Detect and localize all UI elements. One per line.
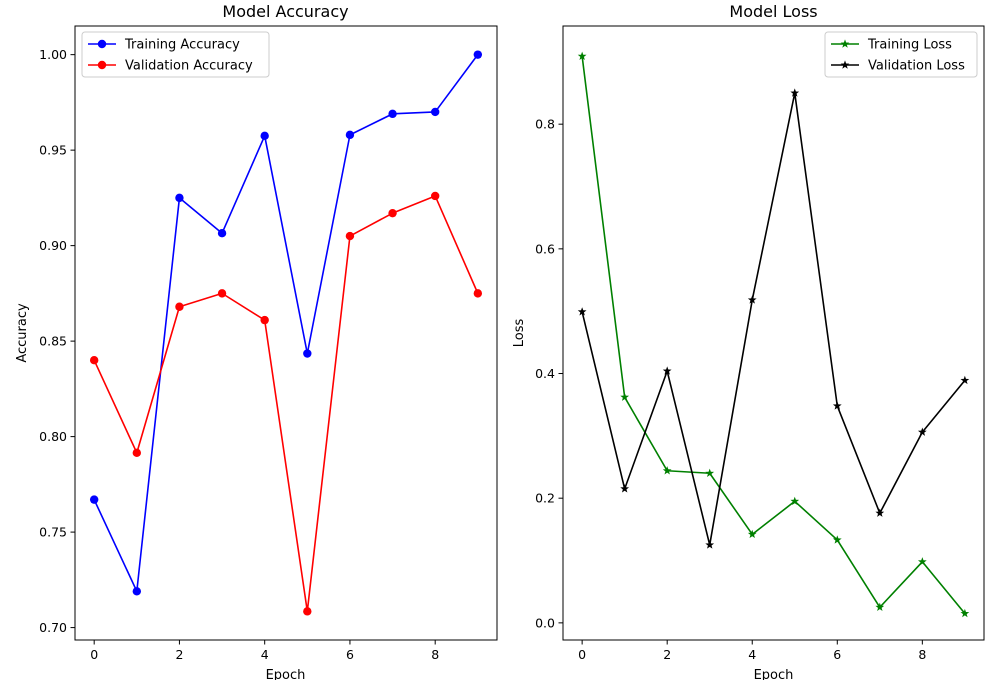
x-tick-label: 4 [261, 647, 269, 662]
legend-label-training-accuracy: Training Accuracy [124, 38, 240, 53]
legend-marker-validation-loss [840, 60, 850, 69]
legend-box [81, 31, 270, 78]
data-point-validation-accuracy [132, 448, 142, 458]
data-point-training-accuracy [388, 109, 397, 119]
data-point-validation-accuracy [175, 302, 184, 311]
y-axis-label: Loss [512, 319, 527, 348]
y-tick-label: 0.80 [39, 429, 67, 444]
legend-marker-validation-accuracy [97, 60, 107, 70]
data-point-validation-loss [662, 366, 672, 375]
y-tick-label: 0.75 [39, 525, 67, 540]
data-point-validation-accuracy [388, 208, 397, 218]
data-point-validation-accuracy [430, 191, 440, 201]
data-point-training-accuracy [175, 193, 184, 203]
y-tick-label: 0.70 [39, 620, 67, 635]
plot-frame [562, 25, 985, 641]
data-point-validation-loss [960, 375, 970, 385]
data-point-training-accuracy [132, 587, 142, 596]
data-point-validation-accuracy [473, 289, 483, 298]
data-point-training-accuracy [217, 229, 227, 238]
y-axis-label: Accuracy [15, 303, 30, 363]
data-point-validation-loss [832, 401, 842, 410]
legend-marker-training-loss [840, 39, 850, 48]
data-point-validation-loss [747, 295, 757, 304]
data-point-validation-accuracy [345, 231, 355, 241]
data-point-training-accuracy [430, 107, 440, 117]
legend: Training Loss Validation Loss [824, 31, 978, 78]
series-line-training-loss [581, 56, 966, 615]
data-point-training-loss [620, 392, 630, 401]
y-tick-label: 0.2 [535, 491, 555, 506]
legend-label-training-loss: Training Loss [867, 38, 952, 53]
data-point-training-loss [875, 602, 885, 611]
data-point-training-loss [577, 51, 587, 60]
chart-title: Model Loss [729, 2, 817, 21]
y-tick-label: 0.0 [535, 615, 555, 630]
data-point-training-loss [832, 535, 842, 544]
series-line-training-accuracy [93, 54, 479, 593]
data-point-validation-loss [875, 508, 885, 517]
y-tick-label: 0.95 [39, 143, 67, 158]
data-point-training-accuracy [260, 131, 269, 141]
x-tick-label: 6 [346, 647, 354, 662]
data-point-validation-loss [790, 88, 800, 97]
data-point-validation-accuracy [260, 315, 269, 325]
x-tick-label: 2 [175, 647, 183, 662]
series-line-validation-accuracy [93, 195, 479, 613]
data-point-training-loss [960, 608, 970, 618]
legend: Training Accuracy Validation Accuracy [81, 31, 270, 78]
legend-box [824, 31, 978, 78]
x-axis-label: Epoch [754, 668, 794, 680]
legend-label-validation-loss: Validation Loss [868, 59, 965, 74]
data-point-training-accuracy [89, 495, 99, 504]
data-point-validation-loss [620, 484, 630, 493]
data-point-validation-accuracy [303, 607, 312, 616]
x-tick-label: 8 [431, 647, 439, 662]
y-tick-label: 0.6 [535, 241, 555, 256]
y-tick-label: 0.85 [39, 334, 67, 349]
x-tick-label: 0 [578, 647, 586, 662]
loss-chart: Model Loss 0 2 4 6 8 0.0 0.2 0.4 0.6 0.8 Epoch Lo… [512, 2, 985, 680]
data-point-training-loss [917, 557, 927, 566]
series-line-validation-loss [581, 92, 966, 546]
y-tick-label: 1.00 [39, 47, 67, 62]
data-point-validation-loss [917, 427, 927, 436]
legend-marker-training-accuracy [97, 39, 107, 49]
x-tick-label: 0 [90, 647, 98, 662]
data-point-training-loss [662, 466, 672, 475]
data-point-validation-loss [577, 307, 587, 316]
y-tick-label: 0.90 [39, 238, 67, 253]
chart-title: Model Accuracy [222, 2, 348, 21]
data-point-training-loss [790, 496, 800, 506]
data-point-training-accuracy [303, 349, 312, 358]
data-point-validation-accuracy [217, 289, 227, 298]
data-point-validation-loss [705, 540, 715, 549]
x-tick-label: 8 [918, 647, 926, 662]
x-tick-label: 4 [748, 647, 756, 662]
y-tick-label: 0.4 [535, 366, 555, 381]
accuracy-chart: Model Accuracy 0 2 4 6 8 0.70 0.75 0.80 0.85 0.90… [15, 2, 498, 680]
x-tick-label: 6 [833, 647, 841, 662]
data-point-training-loss [747, 529, 757, 539]
data-point-training-accuracy [345, 130, 355, 140]
legend-label-validation-accuracy: Validation Accuracy [125, 59, 253, 74]
data-point-validation-accuracy [89, 356, 99, 365]
data-point-training-accuracy [473, 50, 483, 59]
data-point-training-loss [705, 468, 715, 477]
y-tick-label: 0.8 [535, 117, 555, 132]
x-tick-label: 2 [663, 647, 671, 662]
plot-frame [74, 25, 498, 641]
x-axis-label: Epoch [266, 668, 306, 680]
